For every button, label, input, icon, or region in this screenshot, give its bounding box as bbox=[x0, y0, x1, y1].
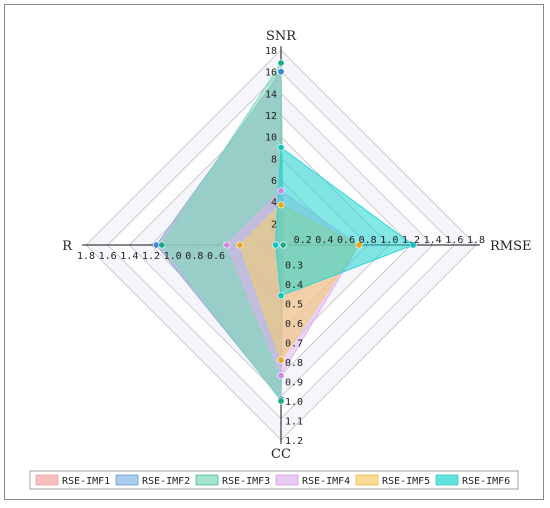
legend-swatch-3 bbox=[195, 474, 219, 486]
data-point-5-rmse bbox=[355, 241, 363, 249]
data-point-6-rmse bbox=[409, 241, 417, 249]
legend-label-3: RSE-IMF3 bbox=[222, 476, 270, 487]
data-point-3-snr bbox=[277, 59, 285, 67]
tick-snr-4: 10 bbox=[265, 133, 277, 144]
data-point-5-snr bbox=[277, 201, 285, 209]
legend-label-2: RSE-IMF2 bbox=[142, 476, 190, 487]
tick-rmse-3: 0.8 bbox=[359, 235, 377, 246]
legend-swatch-5 bbox=[355, 474, 379, 486]
tick-r-0: 1.8 bbox=[77, 251, 95, 262]
data-point-6-snr bbox=[277, 144, 285, 152]
tick-r-3: 1.2 bbox=[142, 251, 160, 262]
data-point-5-r bbox=[236, 241, 244, 249]
tick-rmse-1: 0.4 bbox=[315, 235, 333, 246]
tick-cc-1: 0.4 bbox=[285, 280, 303, 291]
tick-cc-2: 0.5 bbox=[285, 300, 303, 311]
tick-rmse-0: 0.2 bbox=[294, 235, 312, 246]
legend-swatch-4 bbox=[275, 474, 299, 486]
data-point-4-snr bbox=[277, 187, 285, 195]
tick-rmse-2: 0.6 bbox=[337, 235, 355, 246]
tick-snr-0: 18 bbox=[265, 46, 277, 57]
tick-cc-6: 0.9 bbox=[285, 378, 303, 389]
legend-box bbox=[29, 470, 519, 490]
legend-swatch-6 bbox=[435, 474, 459, 486]
tick-rmse-5: 1.2 bbox=[402, 235, 420, 246]
data-point-3-cc bbox=[277, 397, 285, 405]
tick-cc-5: 0.8 bbox=[285, 358, 303, 369]
tick-snr-7: 4 bbox=[271, 198, 277, 209]
data-point-4-cc bbox=[277, 372, 285, 380]
tick-cc-9: 1.2 bbox=[285, 436, 303, 447]
tick-snr-8: 2 bbox=[271, 219, 277, 230]
tick-snr-3: 12 bbox=[265, 111, 277, 122]
tick-snr-5: 8 bbox=[271, 154, 277, 165]
tick-cc-3: 0.6 bbox=[285, 319, 303, 330]
data-point-2-snr bbox=[277, 68, 285, 76]
axis-title-rmse: RMSE bbox=[490, 239, 532, 254]
data-point-5-cc bbox=[277, 356, 285, 364]
series-markers bbox=[152, 59, 417, 405]
axis-title-r: R bbox=[62, 239, 73, 254]
tick-cc-7: 1.0 bbox=[285, 397, 303, 408]
tick-snr-2: 14 bbox=[265, 89, 277, 100]
tick-r-4: 1.0 bbox=[164, 251, 182, 262]
legend: RSE-IMF1 RSE-IMF2 RSE-IMF3 RSE-IMF4 RSE-IMF5… bbox=[29, 470, 519, 490]
tick-cc-4: 0.7 bbox=[285, 339, 303, 350]
tick-rmse-7: 1.6 bbox=[445, 235, 463, 246]
tick-cc-8: 1.1 bbox=[285, 417, 303, 428]
data-point-3-rmse bbox=[279, 241, 287, 249]
series-areas bbox=[155, 61, 415, 403]
tick-snr-1: 16 bbox=[265, 68, 277, 79]
legend-label-4: RSE-IMF4 bbox=[302, 476, 350, 487]
data-point-4-r bbox=[223, 241, 231, 249]
data-point-6-cc bbox=[277, 292, 285, 300]
legend-label-5: RSE-IMF5 bbox=[382, 476, 430, 487]
tick-snr-6: 6 bbox=[271, 176, 277, 187]
tick-r-6: 0.6 bbox=[207, 251, 225, 262]
tick-rmse-4: 1.0 bbox=[380, 235, 398, 246]
axis-title-cc: CC bbox=[271, 447, 291, 462]
data-point-3-r bbox=[158, 241, 166, 249]
tick-cc-0: 0.3 bbox=[285, 261, 303, 272]
legend-label-6: RSE-IMF6 bbox=[462, 476, 510, 487]
data-point-6-r bbox=[272, 241, 280, 249]
tick-rmse-8: 1.8 bbox=[467, 235, 485, 246]
axis-title-snr: SNR bbox=[266, 29, 297, 44]
legend-swatch-2 bbox=[115, 474, 139, 486]
tick-r-1: 1.6 bbox=[99, 251, 117, 262]
legend-swatch-1 bbox=[35, 474, 59, 486]
tick-rmse-6: 1.4 bbox=[424, 235, 442, 246]
tick-r-2: 1.4 bbox=[120, 251, 138, 262]
legend-label-1: RSE-IMF1 bbox=[62, 476, 110, 487]
tick-r-5: 0.8 bbox=[185, 251, 203, 262]
